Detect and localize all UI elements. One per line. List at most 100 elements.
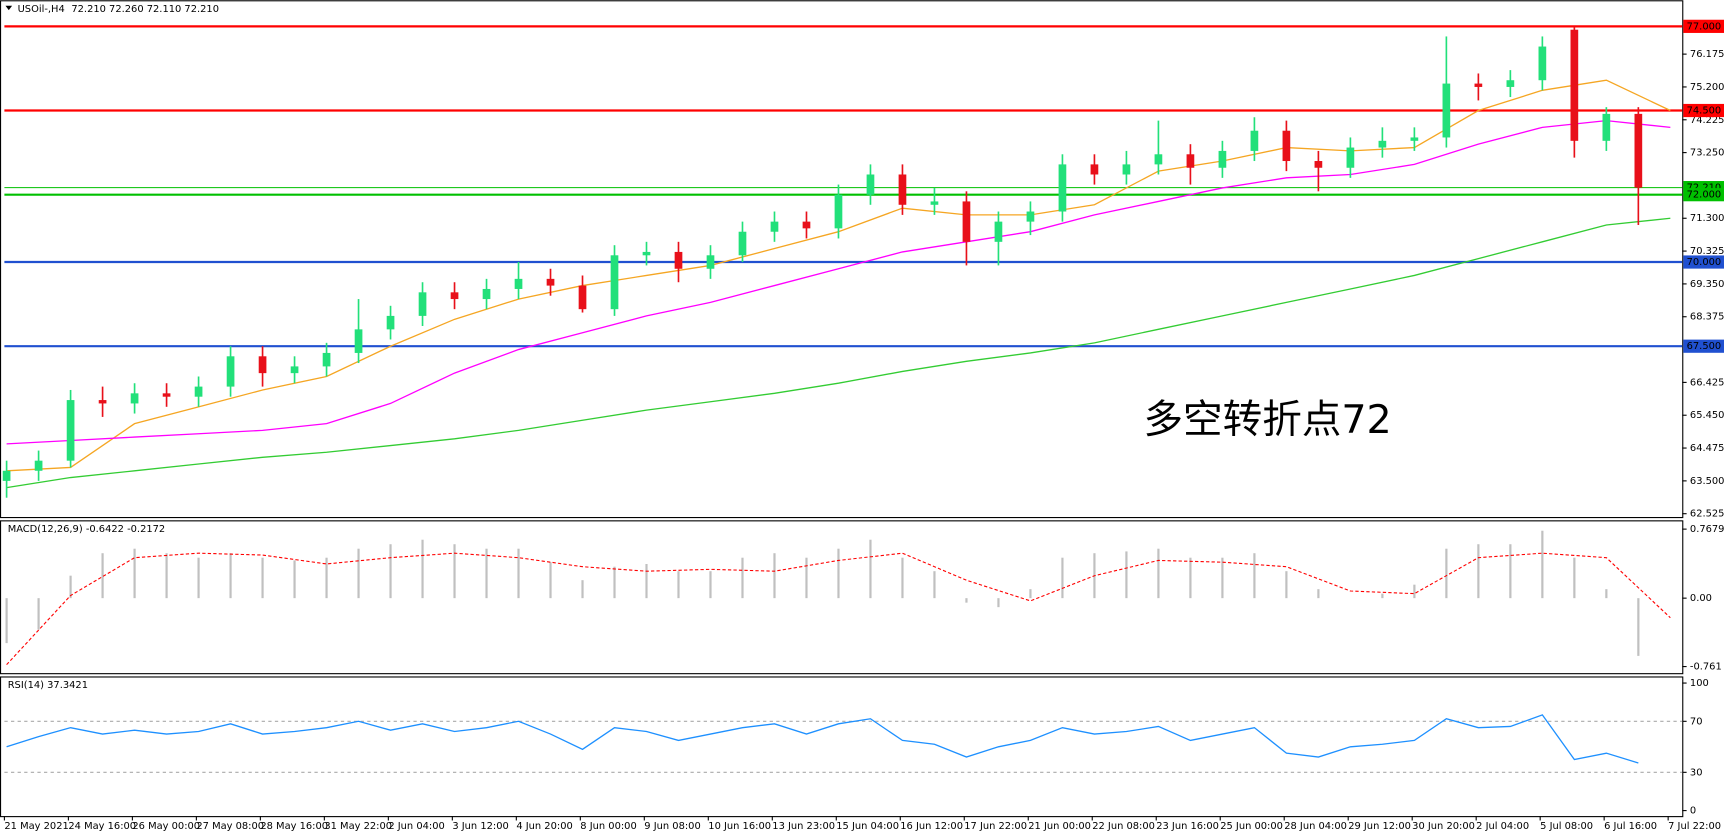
y-tick-label: 75.200 bbox=[1690, 82, 1724, 93]
candle-body bbox=[962, 201, 971, 242]
candle-body bbox=[450, 292, 459, 300]
macd-bar bbox=[485, 548, 488, 599]
candle-body bbox=[258, 356, 267, 374]
level-label: 77.000 bbox=[1687, 21, 1722, 32]
macd-bar bbox=[805, 557, 808, 599]
x-tick-label: 6 Jul 16:00 bbox=[1604, 821, 1657, 832]
macd-bar bbox=[1541, 530, 1544, 599]
level-label-box bbox=[1683, 19, 1724, 33]
x-tick-label: 27 May 08:00 bbox=[196, 821, 264, 832]
candle-body bbox=[418, 292, 427, 316]
candle-body bbox=[994, 221, 1003, 242]
macd-bar bbox=[37, 598, 40, 630]
y-tick-label: 70 bbox=[1690, 716, 1703, 727]
macd-bar bbox=[389, 544, 392, 599]
macd-bar bbox=[1317, 589, 1320, 599]
y-tick-label: 0.7679 bbox=[1690, 524, 1724, 535]
candle-body bbox=[1378, 140, 1387, 148]
menu-triangle bbox=[5, 5, 13, 11]
x-tick-label: 26 May 00:00 bbox=[132, 821, 200, 832]
macd-bar bbox=[1637, 598, 1640, 656]
macd-signal bbox=[6, 552, 1671, 666]
ohlc-readout: 72.210 72.260 72.110 72.210 bbox=[71, 4, 219, 15]
macd-bar bbox=[1029, 589, 1032, 599]
candle-body bbox=[1474, 83, 1483, 87]
candle-body bbox=[578, 285, 587, 310]
macd-bar bbox=[453, 544, 456, 599]
macd-bar bbox=[357, 548, 360, 599]
level-label-box bbox=[1683, 255, 1724, 269]
macd-bar bbox=[1189, 557, 1192, 599]
moving-average bbox=[6, 217, 1671, 489]
macd-bar bbox=[1381, 593, 1384, 599]
candle-body bbox=[1026, 211, 1035, 222]
level-label-box bbox=[1683, 103, 1724, 118]
candle-body bbox=[194, 386, 203, 397]
macd-panel-frame bbox=[0, 520, 1684, 675]
macd-bar bbox=[901, 557, 904, 599]
candle-body bbox=[610, 255, 619, 310]
macd-bar bbox=[1573, 557, 1576, 599]
macd-bar bbox=[965, 598, 968, 603]
candle-body bbox=[770, 221, 779, 232]
candle-body bbox=[66, 400, 75, 461]
macd-title: MACD(12,26,9) -0.6422 -0.2172 bbox=[8, 524, 166, 535]
macd-bar bbox=[1605, 589, 1608, 599]
candle-body bbox=[802, 221, 811, 229]
level-label: 67.500 bbox=[1687, 341, 1722, 352]
main-panel-frame bbox=[0, 0, 1684, 519]
macd-bar bbox=[1253, 553, 1256, 599]
macd-bar bbox=[133, 548, 136, 599]
x-tick-label: 15 Jun 04:00 bbox=[836, 821, 899, 832]
candle-body bbox=[674, 251, 683, 269]
macd-bar bbox=[1477, 544, 1480, 599]
moving-average bbox=[6, 119, 1671, 445]
x-tick-label: 30 Jun 20:00 bbox=[1412, 821, 1475, 832]
y-tick-label: 64.475 bbox=[1690, 443, 1724, 454]
macd-bar bbox=[741, 557, 744, 599]
y-tick-label: 65.450 bbox=[1690, 410, 1724, 421]
symbol-title: USOil-,H4 bbox=[18, 4, 65, 15]
candle-body bbox=[706, 255, 715, 269]
x-tick-label: 7 Jul 22:00 bbox=[1668, 821, 1721, 832]
x-tick-label: 16 Jun 12:00 bbox=[900, 821, 963, 832]
macd-bar bbox=[1413, 584, 1416, 599]
rsi-panel-frame bbox=[0, 676, 1684, 818]
candle-body bbox=[130, 393, 139, 404]
candle-body bbox=[1314, 161, 1323, 168]
x-tick-label: 3 Jun 12:00 bbox=[452, 821, 508, 832]
y-tick-label: 0.00 bbox=[1690, 593, 1712, 604]
macd-bar bbox=[645, 563, 648, 599]
macd-bar bbox=[5, 598, 8, 644]
y-tick-label: 68.375 bbox=[1690, 312, 1724, 323]
candle-body bbox=[1442, 83, 1451, 138]
candle-body bbox=[642, 251, 651, 256]
y-tick-label: 76.175 bbox=[1690, 49, 1724, 60]
x-tick-label: 9 Jun 08:00 bbox=[644, 821, 700, 832]
macd-bar bbox=[421, 539, 424, 599]
x-tick-label: 29 Jun 12:00 bbox=[1348, 821, 1411, 832]
candle-body bbox=[1218, 150, 1227, 168]
rsi-line bbox=[6, 714, 1639, 764]
candle-body bbox=[834, 194, 843, 229]
candle-body bbox=[290, 366, 299, 374]
macd-bar bbox=[837, 548, 840, 599]
candle-body bbox=[930, 201, 939, 205]
candle-body bbox=[162, 393, 171, 397]
candle-body bbox=[1122, 164, 1131, 175]
candle-body bbox=[1602, 113, 1611, 141]
x-tick-label: 23 Jun 16:00 bbox=[1156, 821, 1219, 832]
x-tick-label: 2 Jun 04:00 bbox=[388, 821, 444, 832]
y-tick-label: 74.225 bbox=[1690, 115, 1724, 126]
candle-body bbox=[322, 352, 331, 367]
macd-bar bbox=[869, 539, 872, 599]
y-tick-label: 0 bbox=[1690, 806, 1696, 817]
rsi-title: RSI(14) 37.3421 bbox=[8, 680, 88, 691]
x-tick-label: 22 Jun 08:00 bbox=[1092, 821, 1155, 832]
candle-body bbox=[738, 231, 747, 256]
candle-body bbox=[1186, 154, 1195, 168]
macd-bar bbox=[997, 598, 1000, 608]
macd-bar bbox=[1061, 557, 1064, 599]
